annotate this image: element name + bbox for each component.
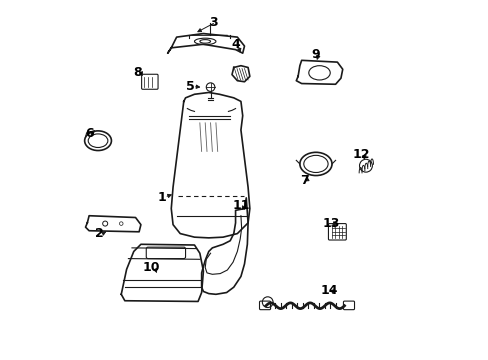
Text: 13: 13 <box>322 217 339 230</box>
Text: 2: 2 <box>95 227 104 240</box>
Text: 4: 4 <box>231 39 240 51</box>
Text: 6: 6 <box>84 127 93 140</box>
Text: 5: 5 <box>185 80 194 93</box>
Text: 14: 14 <box>320 284 338 297</box>
Text: 11: 11 <box>232 199 250 212</box>
Text: 8: 8 <box>133 66 142 78</box>
Text: 9: 9 <box>311 48 320 61</box>
Text: 3: 3 <box>208 15 217 28</box>
Text: 1: 1 <box>157 191 165 204</box>
Text: 12: 12 <box>352 148 370 161</box>
Text: 7: 7 <box>300 174 308 187</box>
Text: 10: 10 <box>142 261 160 274</box>
